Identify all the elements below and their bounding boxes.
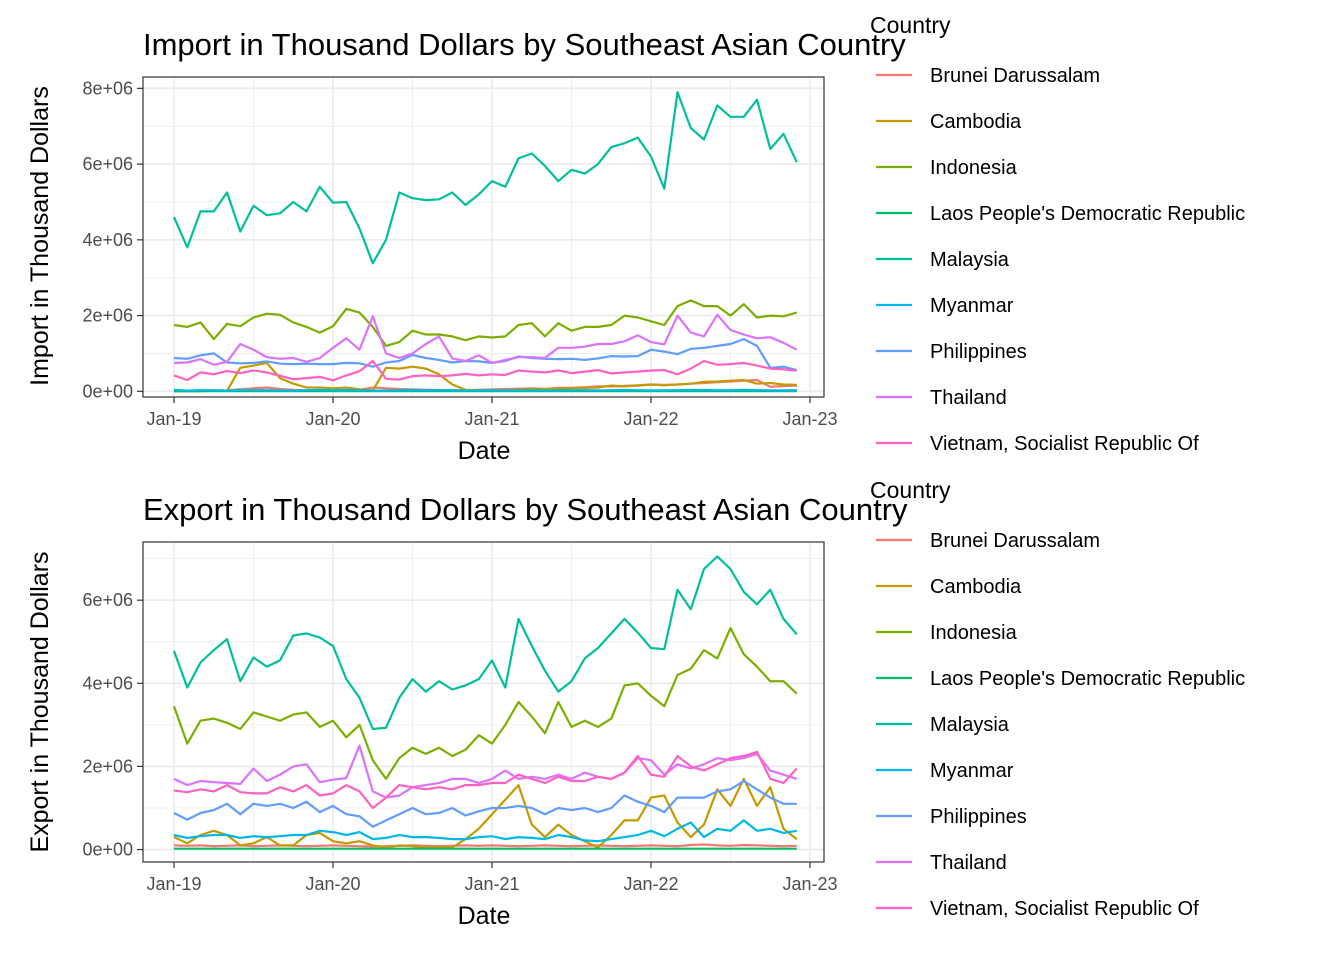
export-legend-items: Brunei Darussalam Cambodia Indonesia Laos P… xyxy=(876,530,1245,920)
import-x-axis: Jan-19 Jan-20 Jan-21 Jan-22 Jan-23 xyxy=(146,397,838,429)
import-y-axis: 0e+00 2e+06 4e+06 6e+06 8e+06 xyxy=(82,78,143,401)
y-tick-label: 8e+06 xyxy=(82,78,133,98)
legend-label-brunei-darussalam: Brunei Darussalam xyxy=(930,65,1100,87)
import-chart-title: Import in Thousand Dollars by Southeast … xyxy=(143,27,906,62)
series-line-philippines xyxy=(173,338,798,372)
y-tick-label: 0e+00 xyxy=(82,381,133,401)
export-x-axis: Jan-19 Jan-20 Jan-21 Jan-22 Jan-23 xyxy=(146,862,838,894)
x-tick-label: Jan-21 xyxy=(464,874,519,894)
x-tick-label: Jan-22 xyxy=(623,874,678,894)
series-line-vietnam-socialist-republic-of xyxy=(173,359,797,382)
x-tick-label: Jan-19 xyxy=(146,409,201,429)
legend-label-malaysia: Malaysia xyxy=(930,714,1010,736)
x-tick-label: Jan-19 xyxy=(146,874,201,894)
legend-label-indonesia: Indonesia xyxy=(930,622,1018,644)
import-chart: Import in Thousand Dollars by Southeast … xyxy=(26,12,1245,465)
series-line-indonesia xyxy=(173,299,798,347)
import-legend: Country Brunei Darussalam Cambodia Indones… xyxy=(870,12,1245,455)
legend-label-cambodia: Cambodia xyxy=(930,111,1022,133)
legend-label-myanmar: Myanmar xyxy=(930,760,1014,782)
legend-label-laos-people-s-democratic-republic: Laos People's Democratic Republic xyxy=(930,668,1245,690)
export-x-axis-title: Date xyxy=(458,902,511,930)
legend-label-thailand: Thailand xyxy=(930,387,1007,409)
export-plot-panel xyxy=(143,542,824,862)
import-plot-panel xyxy=(143,77,824,397)
legend-label-philippines: Philippines xyxy=(930,806,1027,828)
legend-label-malaysia: Malaysia xyxy=(930,249,1010,271)
legend-label-myanmar: Myanmar xyxy=(930,295,1014,317)
legend-label-vietnam-socialist-republic-of: Vietnam, Socialist Republic Of xyxy=(930,898,1199,920)
export-legend-title: Country xyxy=(870,477,951,503)
export-chart: Export in Thousand Dollars by Southeast … xyxy=(26,477,1245,930)
legend-label-cambodia: Cambodia xyxy=(930,576,1022,598)
import-legend-items: Brunei Darussalam Cambodia Indonesia Laos P… xyxy=(876,65,1245,455)
import-x-axis-title: Date xyxy=(458,437,511,465)
series-line-indonesia xyxy=(172,626,798,781)
y-tick-label: 2e+06 xyxy=(82,306,133,326)
x-tick-label: Jan-20 xyxy=(305,409,360,429)
export-y-axis: 0e+00 2e+06 4e+06 6e+06 xyxy=(82,590,143,860)
y-tick-label: 4e+06 xyxy=(82,673,133,693)
x-tick-label: Jan-20 xyxy=(305,874,360,894)
legend-label-vietnam-socialist-republic-of: Vietnam, Socialist Republic Of xyxy=(930,433,1199,455)
series-line-brunei-darussalam xyxy=(173,843,797,848)
import-series-lines xyxy=(172,90,798,393)
import-y-axis-title: Import in Thousand Dollars xyxy=(26,86,54,386)
x-tick-label: Jan-21 xyxy=(464,409,519,429)
series-line-myanmar xyxy=(173,819,797,843)
legend-label-laos-people-s-democratic-republic: Laos People's Democratic Republic xyxy=(930,203,1245,225)
import-plot-border xyxy=(142,76,825,398)
y-tick-label: 0e+00 xyxy=(82,840,133,860)
series-line-malaysia xyxy=(172,90,798,265)
series-line-malaysia xyxy=(172,555,798,731)
legend-label-brunei-darussalam: Brunei Darussalam xyxy=(930,530,1100,552)
series-line-thailand xyxy=(173,313,798,366)
series-line-myanmar xyxy=(173,388,797,392)
y-tick-label: 4e+06 xyxy=(82,230,133,250)
y-tick-label: 6e+06 xyxy=(82,154,133,174)
x-tick-label: Jan-22 xyxy=(623,409,678,429)
y-tick-label: 2e+06 xyxy=(82,756,133,776)
export-plot-border xyxy=(142,541,825,863)
export-chart-title: Export in Thousand Dollars by Southeast … xyxy=(143,492,908,527)
x-tick-label: Jan-23 xyxy=(782,874,837,894)
export-legend: Country Brunei Darussalam Cambodia Indones… xyxy=(870,477,1245,920)
legend-label-thailand: Thailand xyxy=(930,852,1007,874)
series-line-philippines xyxy=(173,779,797,828)
y-tick-label: 6e+06 xyxy=(82,590,133,610)
series-line-vietnam-socialist-republic-of xyxy=(173,750,798,810)
export-series-lines xyxy=(172,555,798,850)
import-legend-title: Country xyxy=(870,12,951,38)
export-y-axis-title: Export in Thousand Dollars xyxy=(26,551,54,852)
x-tick-label: Jan-23 xyxy=(782,409,837,429)
series-line-cambodia xyxy=(173,777,798,849)
legend-label-indonesia: Indonesia xyxy=(930,157,1018,179)
legend-label-philippines: Philippines xyxy=(930,341,1027,363)
